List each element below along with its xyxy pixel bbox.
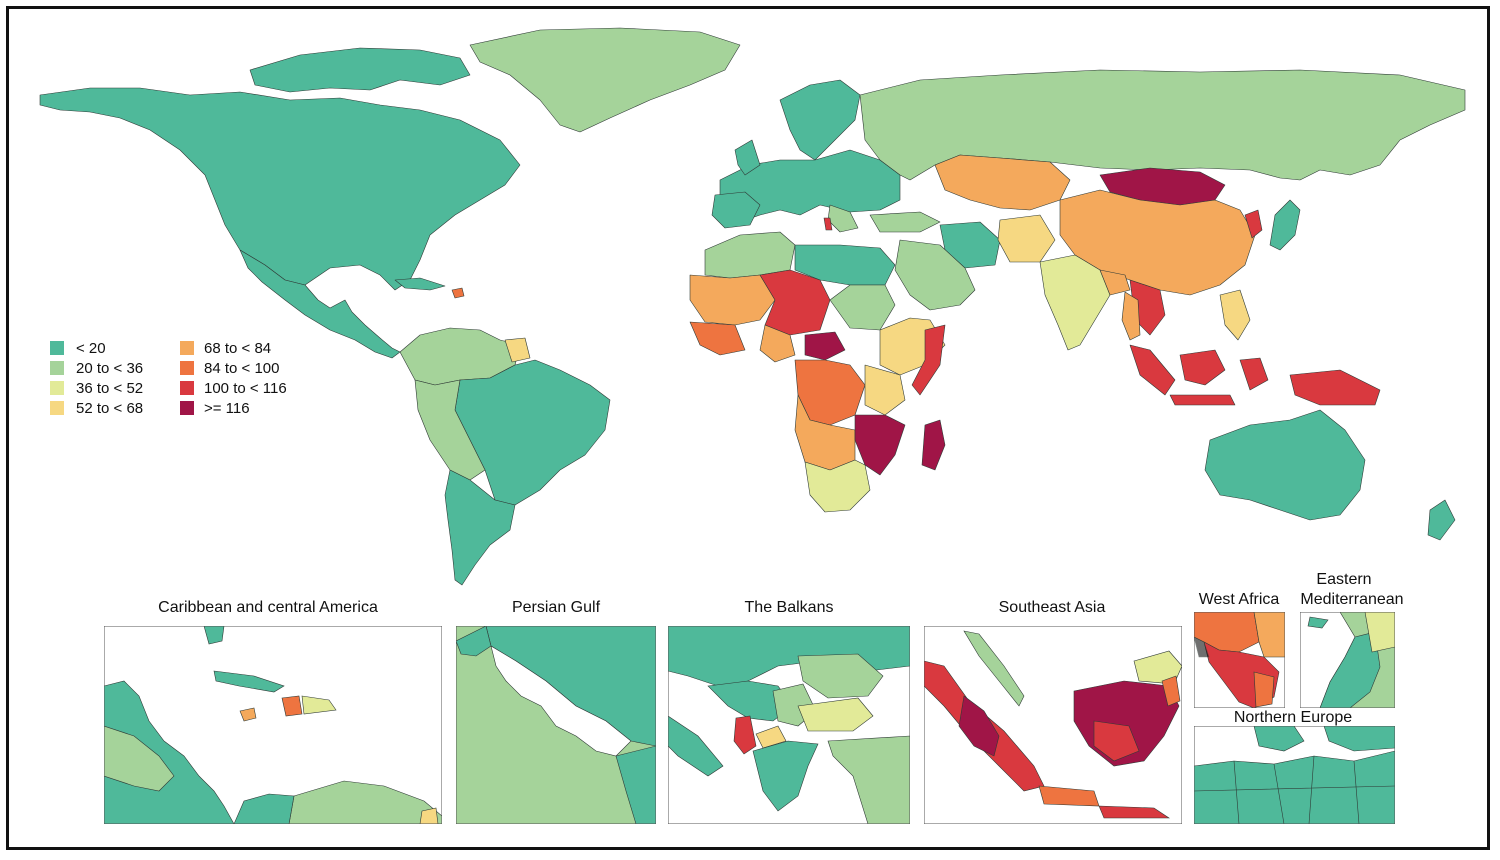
region-southern-cone [444,469,516,586]
inset-southeast-asia: Southeast Asia [924,599,1182,824]
legend-swatch-4 [180,341,194,355]
region-niger-chad [759,269,831,336]
inset-title-west-africa: West Africa [1199,591,1280,608]
legend-swatch-6 [180,381,194,395]
inset-title-southeast-asia: Southeast Asia [999,599,1106,616]
region-canadian-arctic [249,47,471,93]
region-central-america [239,249,401,359]
region-sahel-west [689,274,776,326]
legend-swatch-7 [180,401,194,415]
legend: < 20 20 to < 36 36 to < 52 52 to < 68 68… [50,340,287,417]
region-afghan-pak [997,214,1056,263]
inset-eastern-med: Eastern Mediterranean [1300,571,1404,708]
region-philippines [1219,289,1251,341]
region-borneo [1179,349,1226,386]
region-turkey [869,211,941,233]
legend-label-6: 100 to < 116 [204,380,287,397]
inset-title-northern-europe: Northern Europe [1234,709,1352,726]
inset-title-eastern-med-1: Eastern [1316,571,1371,588]
inset-title-persian-gulf: Persian Gulf [512,599,601,616]
region-java [1169,394,1236,406]
region-north-africa-west [704,231,796,279]
legend-label-4: 68 to < 84 [204,340,271,357]
inset-title-caribbean: Caribbean and central America [158,599,378,616]
region-kazakhstan [934,154,1071,211]
legend-swatch-0 [50,341,64,355]
region-scandinavia [779,79,861,161]
region-australia [1204,409,1366,521]
legend-swatch-2 [50,381,64,395]
main-map [39,27,1466,586]
region-mozambique [854,414,906,476]
region-car [804,331,846,361]
region-west-coast [689,321,746,356]
inset-caribbean: Caribbean and central America [104,599,442,824]
legend-swatch-5 [180,361,194,375]
region-japan [1269,199,1301,251]
region-madagascar [921,419,946,471]
region-russia [859,69,1466,181]
inset-persian-gulf: Persian Gulf [456,599,656,824]
legend-swatch-3 [50,401,64,415]
region-guiana [504,337,531,363]
region-brazil [454,359,611,506]
legend-label-2: 36 to < 52 [76,380,143,397]
region-bangladesh [1099,269,1131,296]
legend-label-3: 52 to < 68 [76,400,143,417]
inset-west-africa: West Africa [1194,591,1285,708]
region-sulawesi [1239,357,1269,391]
region-greenland [469,27,741,133]
region-peru-bolivia [414,379,486,481]
region-new-zealand [1427,499,1456,541]
region-arabia [894,239,976,311]
region-sumatra [1129,344,1176,396]
inset-title-eastern-med-2: Mediterranean [1300,591,1403,608]
region-south-africa [804,459,871,513]
region-balkans [827,204,859,233]
legend-label-1: 20 to < 36 [76,360,143,377]
legend-label-7: >= 116 [204,400,250,417]
inset-northern-europe: Northern Europe [1194,709,1395,824]
inset-title-balkans: The Balkans [745,599,834,616]
legend-swatch-1 [50,361,64,375]
region-somalia [911,324,946,396]
region-east-africa [864,364,906,416]
region-north-america [39,87,521,291]
region-haiti [451,287,465,299]
legend-label-0: < 20 [76,340,106,357]
region-cuba [394,277,446,291]
region-albania [823,217,833,231]
region-korea [1244,209,1263,239]
region-uk [734,139,761,176]
region-nigeria [759,324,796,363]
region-papua [1289,369,1381,406]
region-iberia [711,191,761,229]
inset-balkans: The Balkans [668,599,910,824]
region-india [1039,254,1111,351]
region-sudan [829,284,896,331]
legend-label-5: 84 to < 100 [204,360,279,377]
region-thailand [1121,291,1141,341]
